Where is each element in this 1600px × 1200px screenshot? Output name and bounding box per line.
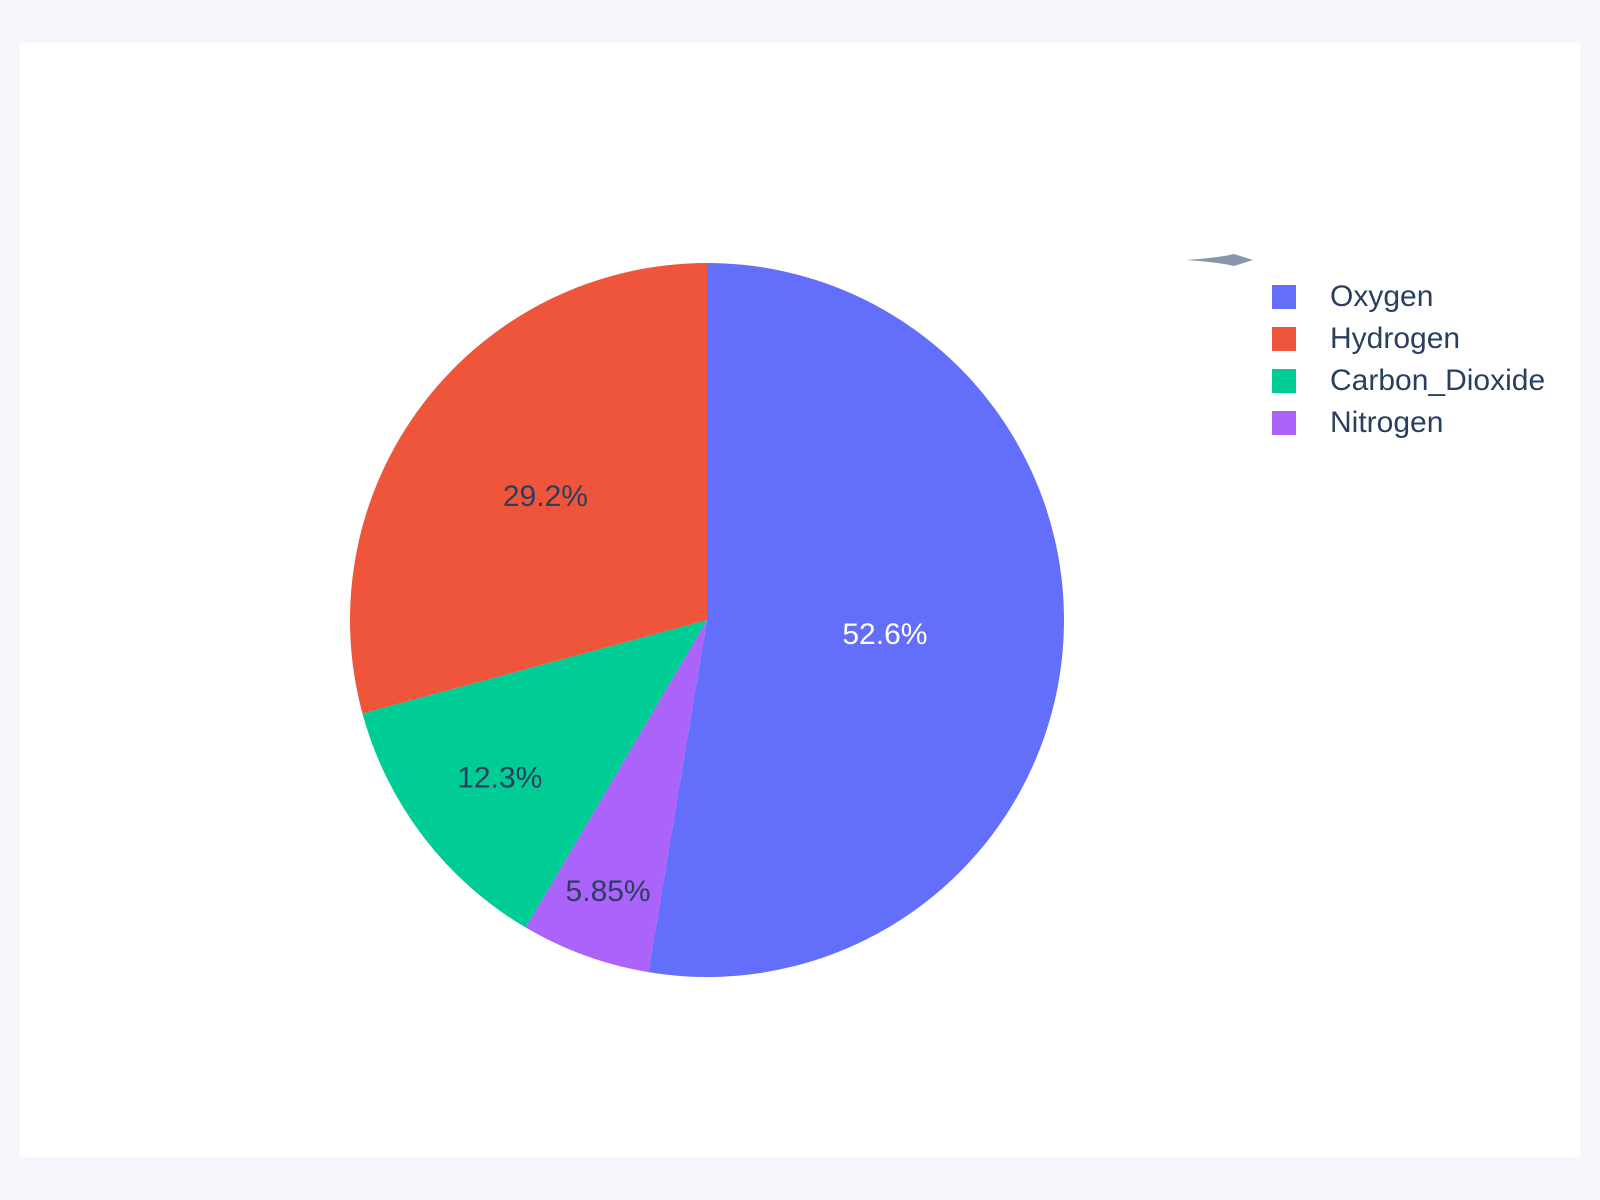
pie-slice-nitrogen[interactable] (525, 620, 707, 973)
dart-icon (1186, 254, 1253, 266)
legend-label-oxygen: Oxygen (1330, 280, 1434, 313)
pie-slice-oxygen[interactable] (648, 263, 1065, 977)
legend-label-nitrogen: Nitrogen (1330, 406, 1444, 439)
legend-item-hydrogen[interactable]: Hydrogen (1272, 318, 1545, 360)
legend-item-carbon-dioxide[interactable]: Carbon_Dioxide (1272, 360, 1545, 402)
legend-item-oxygen[interactable]: Oxygen (1272, 276, 1545, 318)
dart-icon-shape (1186, 254, 1253, 266)
legend-swatch-carbon-dioxide (1272, 369, 1296, 393)
legend-swatch-hydrogen (1272, 327, 1296, 351)
pie-slice-hydrogen[interactable] (349, 263, 707, 714)
slice-percent-label-nitrogen: 5.85% (566, 875, 651, 908)
pie-slice-carbon_dioxide[interactable] (362, 620, 707, 928)
slice-percent-label-oxygen: 52.6% (842, 618, 927, 651)
slice-percent-label-hydrogen: 29.2% (503, 480, 588, 513)
slice-percent-label-carbon_dioxide: 12.3% (457, 762, 542, 795)
legend-label-carbon-dioxide: Carbon_Dioxide (1330, 364, 1546, 397)
legend-label-hydrogen: Hydrogen (1330, 322, 1461, 355)
legend: Oxygen Hydrogen Carbon_Dioxide Nitrogen (1272, 276, 1545, 444)
legend-item-nitrogen[interactable]: Nitrogen (1272, 402, 1545, 444)
legend-swatch-nitrogen (1272, 411, 1296, 435)
legend-swatch-oxygen (1272, 285, 1296, 309)
